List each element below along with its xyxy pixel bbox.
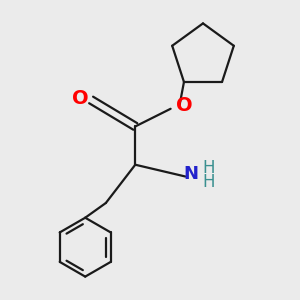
Text: O: O [176,96,192,115]
Text: H: H [202,173,215,191]
Text: H: H [202,159,215,177]
Text: O: O [73,89,89,108]
Text: N: N [184,165,199,183]
